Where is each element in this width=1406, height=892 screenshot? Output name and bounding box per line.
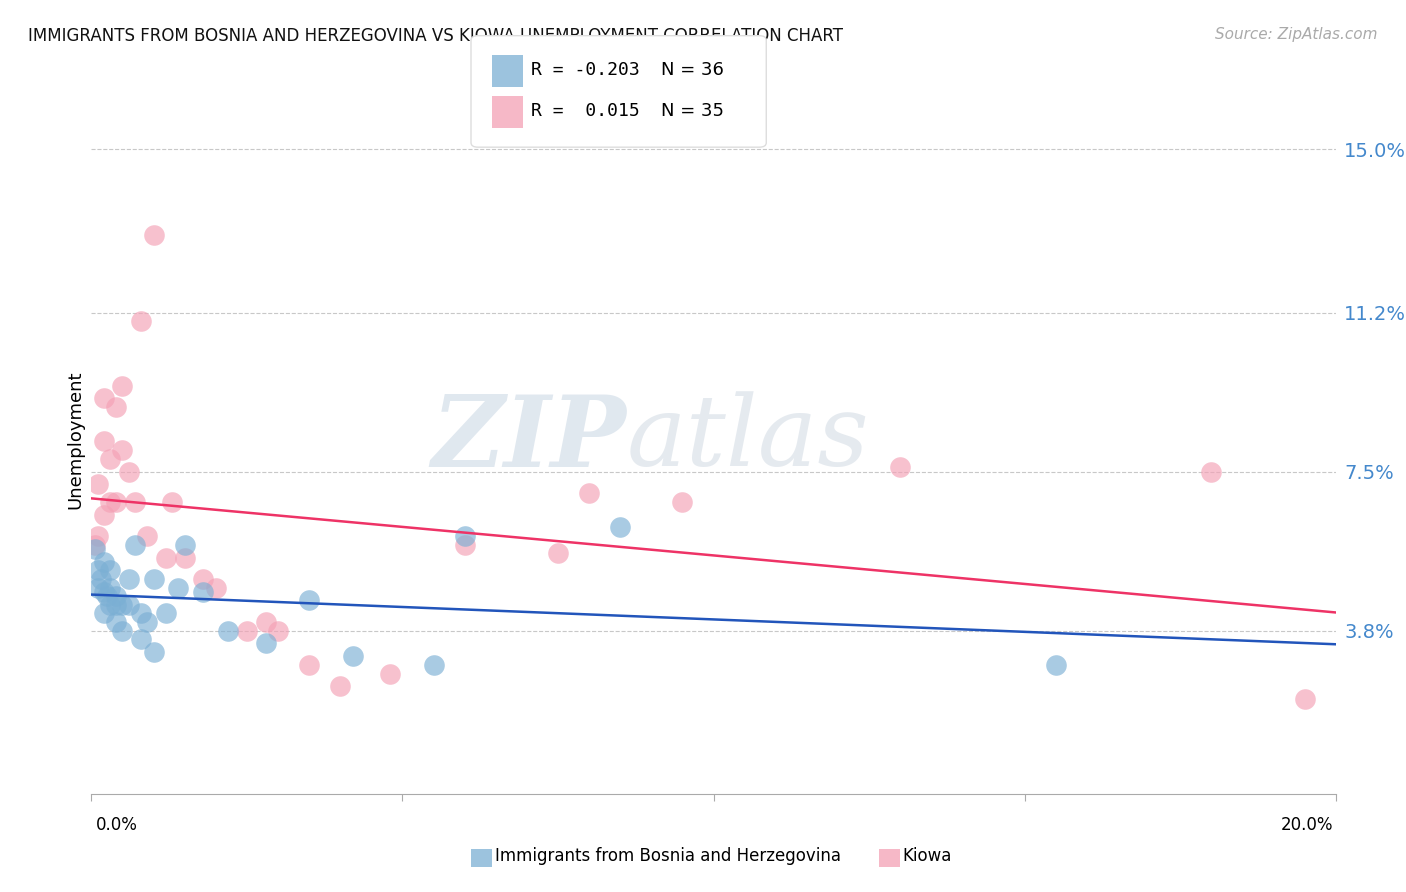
Point bbox=[129, 607, 152, 621]
Text: Source: ZipAtlas.com: Source: ZipAtlas.com bbox=[1215, 27, 1378, 42]
Point bbox=[118, 572, 141, 586]
Point bbox=[111, 443, 134, 458]
Point bbox=[111, 598, 134, 612]
Text: R =  0.015: R = 0.015 bbox=[531, 103, 640, 120]
Point bbox=[83, 541, 105, 556]
Point bbox=[298, 593, 321, 607]
Point bbox=[105, 589, 128, 603]
Point bbox=[86, 477, 108, 491]
Text: N = 36: N = 36 bbox=[661, 61, 724, 78]
Text: atlas: atlas bbox=[627, 392, 869, 487]
Point bbox=[142, 228, 165, 243]
Text: 0.0%: 0.0% bbox=[96, 816, 138, 834]
Point bbox=[136, 529, 159, 543]
Point bbox=[1045, 657, 1067, 672]
Point bbox=[205, 581, 228, 595]
Point bbox=[193, 572, 215, 586]
Point bbox=[86, 529, 108, 543]
Point bbox=[173, 550, 195, 565]
Point bbox=[422, 657, 444, 672]
Point bbox=[342, 649, 364, 664]
Point bbox=[124, 538, 146, 552]
Point bbox=[254, 615, 277, 629]
Point bbox=[105, 494, 128, 508]
Point bbox=[93, 607, 115, 621]
Point bbox=[98, 563, 121, 577]
Point bbox=[98, 581, 121, 595]
Text: Kiowa: Kiowa bbox=[903, 847, 952, 865]
Point bbox=[124, 494, 146, 508]
Point bbox=[111, 624, 134, 638]
Point bbox=[105, 400, 128, 414]
Point bbox=[118, 598, 141, 612]
Point bbox=[142, 645, 165, 659]
Point bbox=[83, 538, 105, 552]
Point bbox=[93, 508, 115, 522]
Point bbox=[105, 615, 128, 629]
Point bbox=[267, 624, 290, 638]
Point bbox=[98, 451, 121, 466]
Point bbox=[162, 494, 184, 508]
Point bbox=[329, 680, 352, 694]
Point bbox=[155, 550, 177, 565]
Point bbox=[217, 624, 239, 638]
Point bbox=[547, 546, 569, 560]
Point bbox=[105, 598, 128, 612]
Point bbox=[167, 581, 190, 595]
Point bbox=[453, 529, 475, 543]
Point bbox=[193, 585, 215, 599]
Point bbox=[254, 636, 277, 650]
Point bbox=[93, 555, 115, 569]
Point bbox=[129, 632, 152, 647]
Point bbox=[136, 615, 159, 629]
Point bbox=[298, 657, 321, 672]
Point bbox=[93, 585, 115, 599]
Text: ZIP: ZIP bbox=[432, 391, 627, 488]
Text: IMMIGRANTS FROM BOSNIA AND HERZEGOVINA VS KIOWA UNEMPLOYMENT CORRELATION CHART: IMMIGRANTS FROM BOSNIA AND HERZEGOVINA V… bbox=[28, 27, 844, 45]
Point bbox=[1294, 692, 1316, 706]
Point bbox=[118, 465, 141, 479]
Text: Immigrants from Bosnia and Herzegovina: Immigrants from Bosnia and Herzegovina bbox=[495, 847, 841, 865]
Point bbox=[1201, 465, 1223, 479]
Y-axis label: Unemployment: Unemployment bbox=[66, 370, 84, 508]
Point bbox=[173, 538, 195, 552]
Text: 20.0%: 20.0% bbox=[1281, 816, 1333, 834]
Point bbox=[453, 538, 475, 552]
Point bbox=[93, 392, 115, 406]
Point bbox=[142, 572, 165, 586]
Point bbox=[90, 572, 112, 586]
Point bbox=[93, 434, 115, 449]
Point bbox=[129, 314, 152, 328]
Text: N = 35: N = 35 bbox=[661, 103, 724, 120]
Point bbox=[155, 607, 177, 621]
Text: R = -0.203: R = -0.203 bbox=[531, 61, 640, 78]
Point bbox=[98, 598, 121, 612]
Point bbox=[378, 666, 401, 681]
Point bbox=[98, 494, 121, 508]
Point bbox=[96, 589, 118, 603]
Point bbox=[86, 563, 108, 577]
Point bbox=[609, 520, 631, 534]
Point bbox=[236, 624, 259, 638]
Point bbox=[671, 494, 693, 508]
Point bbox=[578, 486, 600, 500]
Point bbox=[111, 378, 134, 392]
Point bbox=[86, 581, 108, 595]
Point bbox=[889, 460, 911, 475]
